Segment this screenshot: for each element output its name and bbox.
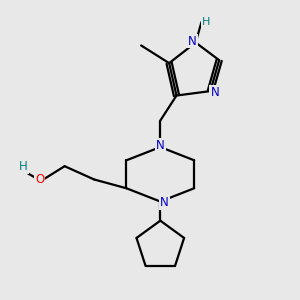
Text: N: N: [160, 196, 169, 208]
Text: N: N: [156, 139, 165, 152]
Text: H: H: [202, 17, 210, 27]
Text: O: O: [35, 173, 44, 186]
Text: H: H: [19, 160, 28, 173]
Text: N: N: [188, 34, 197, 48]
Text: N: N: [210, 86, 219, 99]
